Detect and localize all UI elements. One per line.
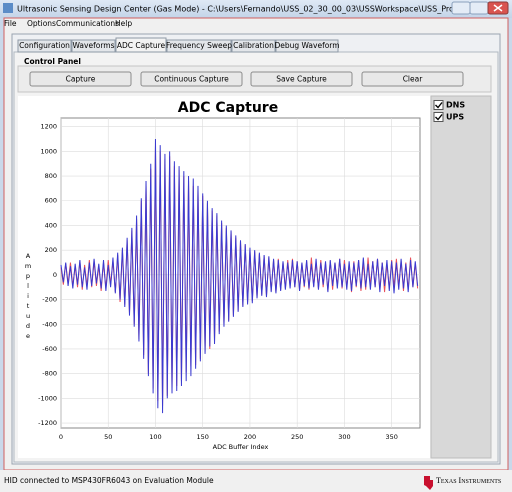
button[interactable] (29, 71, 132, 87)
button[interactable] (361, 71, 464, 87)
tab-label[interactable]: Frequency Sweep (166, 41, 232, 50)
checkmark (435, 102, 443, 109)
menu-item[interactable]: Options (27, 19, 56, 28)
y-tick-label: 200 (45, 246, 57, 254)
button[interactable] (140, 71, 243, 87)
y-tick-label: -400 (42, 320, 57, 328)
maximize-button[interactable] (469, 1, 489, 15)
series-line (60, 138, 419, 414)
legend-panel (430, 95, 492, 459)
x-tick-label: 200 (244, 433, 256, 441)
x-axis-label: ADC Buffer Index (213, 443, 269, 451)
plot-area (60, 117, 421, 429)
chart-title: ADC Capture (178, 100, 278, 116)
menu-item[interactable]: File (4, 19, 17, 28)
status-text: HID connected to MSP430FR6043 on Evaluat… (4, 476, 214, 485)
y-tick-label: 1000 (40, 147, 57, 155)
tab[interactable] (231, 39, 276, 53)
legend-label[interactable]: UPS (446, 113, 464, 122)
tab-label[interactable]: Configuration (19, 41, 70, 50)
tab-label[interactable]: ADC Capture (117, 41, 166, 50)
x-tick-label: 350 (385, 433, 397, 441)
y-tick-label: 400 (45, 221, 57, 229)
app-icon (3, 3, 13, 13)
x-tick-label: 250 (291, 433, 303, 441)
title-bar (0, 0, 512, 18)
control-panel-title: Control Panel (24, 57, 81, 66)
window-title: Ultrasonic Sensing Design Center (Gas Mo… (17, 5, 469, 14)
y-tick-label: -200 (42, 296, 57, 304)
close-icon (493, 4, 503, 12)
x-tick-label: 100 (149, 433, 161, 441)
y-tick-label: 600 (45, 197, 57, 205)
checkmark (435, 114, 443, 121)
button-label[interactable]: Continuous Capture (154, 75, 229, 84)
button-label[interactable]: Clear (403, 75, 424, 84)
y-tick-label: -1000 (38, 394, 57, 402)
x-tick-label: 50 (104, 433, 112, 441)
y-tick-label: 1200 (40, 123, 57, 131)
y-axis-label: Amplitude (24, 252, 32, 342)
tab-label[interactable]: Waveforms (73, 41, 115, 50)
y-tick-label: 0 (53, 271, 57, 279)
menu-item[interactable]: Communications (56, 19, 119, 28)
x-tick-label: 300 (338, 433, 350, 441)
button-label[interactable]: Capture (66, 75, 96, 84)
y-tick-label: 800 (45, 172, 57, 180)
tab-label[interactable]: Calibration (233, 41, 274, 50)
tab[interactable] (166, 39, 232, 53)
legend-label[interactable]: DNS (446, 101, 465, 110)
x-tick-label: 150 (196, 433, 208, 441)
menu-item[interactable]: Help (115, 19, 132, 28)
tab[interactable] (17, 39, 72, 53)
button-label[interactable]: Save Capture (276, 75, 327, 84)
x-tick-label: 0 (59, 433, 63, 441)
y-tick-label: -1200 (38, 419, 57, 427)
ti-logo-icon (424, 476, 433, 490)
tab[interactable] (71, 39, 116, 53)
legend-checkbox[interactable] (433, 100, 444, 110)
ti-logo-text: Texas Instruments (436, 476, 501, 485)
minimize-button[interactable] (451, 1, 471, 15)
y-tick-label: -600 (42, 345, 57, 353)
tab[interactable] (115, 37, 167, 53)
button[interactable] (250, 71, 353, 87)
tab-label[interactable]: Debug Waveform (274, 41, 339, 50)
y-tick-label: -800 (42, 370, 57, 378)
legend-checkbox[interactable] (433, 112, 444, 122)
tab[interactable] (275, 39, 339, 53)
status-bar (0, 470, 512, 492)
